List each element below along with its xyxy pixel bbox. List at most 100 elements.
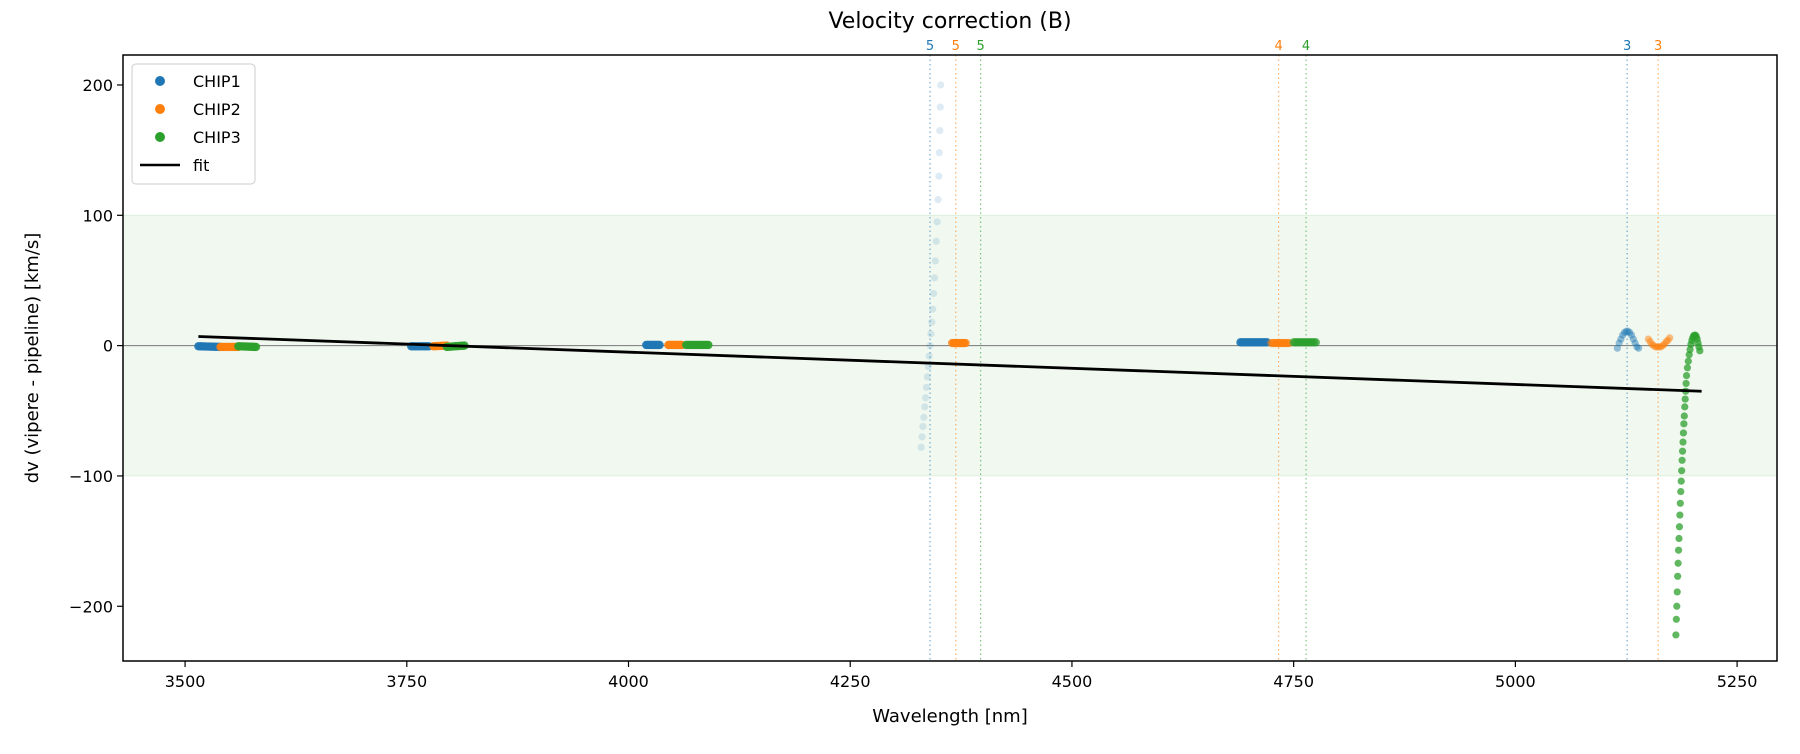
y-tick-label: 0 — [103, 337, 113, 356]
point-chip1 — [920, 413, 928, 421]
point-chip3 — [1674, 559, 1682, 567]
axes-frame — [122, 54, 1778, 662]
legend-label-chip2: CHIP2 — [193, 100, 241, 119]
legend-label-chip3: CHIP3 — [193, 128, 241, 147]
point-chip3 — [1672, 631, 1680, 639]
legend-marker-chip2 — [155, 104, 165, 114]
point-chip3 — [1674, 572, 1682, 580]
plot-area — [123, 55, 1777, 661]
y-tick-label: 100 — [82, 206, 113, 225]
point-chip1 — [1622, 327, 1630, 335]
point-chip3 — [1673, 588, 1681, 596]
point-chip1 — [1613, 344, 1621, 352]
order-label: 3 — [1623, 39, 1631, 54]
point-chip3 — [1681, 395, 1689, 403]
fit-line — [198, 335, 1702, 393]
point-chip1 — [926, 342, 934, 350]
point-chip3 — [1676, 511, 1684, 519]
point-chip3 — [1674, 546, 1683, 554]
point-chip1 — [923, 373, 931, 381]
point-chip3 — [1679, 429, 1688, 437]
x-axis-label: Wavelength [nm] — [872, 706, 1028, 727]
point-chip3 — [1678, 467, 1686, 475]
point-chip3 — [1675, 523, 1684, 531]
point-chip3 — [1681, 403, 1689, 411]
point-chip1 — [922, 383, 931, 391]
order-label: 5 — [926, 39, 934, 54]
legend-label-chip1: CHIP1 — [193, 72, 241, 91]
point-chip2 — [1666, 334, 1674, 342]
order-label: 5 — [952, 39, 960, 54]
point-chip1 — [924, 362, 932, 371]
legend-marker-chip3 — [155, 132, 165, 142]
point-chip1 — [927, 330, 935, 338]
point-chip3 — [1682, 371, 1691, 380]
point-chip1 — [936, 103, 944, 111]
x-tick-label: 5250 — [1717, 672, 1758, 691]
x-tick-label: 4500 — [1052, 672, 1093, 691]
point-chip1 — [935, 149, 943, 157]
point-chip3 — [704, 340, 713, 350]
point-chip1 — [1626, 328, 1634, 337]
point-chip1 — [1615, 339, 1623, 347]
point-chip1 — [1627, 331, 1636, 339]
point-chip3 — [1680, 412, 1688, 420]
y-tick-label: 200 — [82, 76, 113, 95]
point-chip1 — [935, 172, 943, 180]
point-chip1 — [1617, 335, 1625, 343]
x-tick-label: 4750 — [1273, 672, 1314, 691]
point-chip1 — [917, 443, 925, 451]
y-tick-label: −100 — [69, 467, 113, 486]
point-chip1 — [925, 352, 933, 360]
point-chip3 — [1675, 534, 1683, 543]
point-chip1 — [929, 305, 937, 313]
point-chip1 — [919, 422, 927, 431]
point-chip1 — [921, 403, 929, 411]
point-chip3 — [1696, 347, 1704, 355]
point-chip3 — [1673, 602, 1681, 610]
point-chip1 — [929, 289, 938, 298]
point-chip3 — [1677, 487, 1685, 496]
point-chip1 — [1624, 327, 1632, 335]
point-chip3 — [1311, 338, 1321, 347]
point-chip3 — [1678, 447, 1687, 455]
point-chip3 — [251, 342, 261, 352]
point-chip1 — [933, 218, 941, 226]
point-chip3 — [1684, 357, 1692, 365]
point-chip1 — [1620, 328, 1629, 337]
point-chip3 — [1682, 379, 1690, 388]
chart-title: Velocity correction (B) — [828, 9, 1071, 34]
point-chip1 — [934, 196, 942, 204]
axis-ticks: 5 5 5 4 4 3 3 3500 3750 4000 4250 4500 4750 5000 5250 −… — [69, 39, 1757, 691]
legend-label-fit: fit — [193, 156, 209, 175]
point-chip1 — [1631, 339, 1639, 347]
point-chip1 — [655, 340, 664, 350]
order-label: 4 — [1302, 39, 1310, 54]
y-tick-label: −200 — [69, 597, 113, 616]
point-chip1 — [1629, 335, 1637, 343]
point-chip1 — [928, 318, 936, 326]
point-chip1 — [922, 394, 930, 402]
point-chip1 — [936, 126, 944, 135]
x-tick-label: 3750 — [386, 672, 427, 691]
point-chip3 — [1683, 364, 1692, 372]
order-label: 3 — [1654, 39, 1662, 54]
y-axis-label: dv (vipere - pipeline) [km/s] — [22, 233, 43, 484]
point-chip3 — [1677, 477, 1685, 485]
point-chip1 — [1619, 331, 1627, 339]
legend-marker-chip1 — [155, 76, 165, 86]
point-chip3 — [1678, 456, 1686, 464]
order-label: 5 — [976, 39, 984, 54]
point-chip2 — [961, 338, 970, 348]
point-chip3 — [1680, 420, 1688, 428]
order-label: 4 — [1274, 39, 1282, 54]
point-chip1 — [930, 274, 939, 282]
x-tick-label: 4250 — [830, 672, 871, 691]
x-tick-label: 5000 — [1495, 672, 1536, 691]
plot-content — [123, 55, 1777, 661]
point-chip1 — [937, 81, 945, 89]
point-chip3 — [1679, 438, 1687, 446]
point-chip1 — [931, 257, 939, 265]
legend: CHIP1 CHIP2 CHIP3 fit — [131, 63, 256, 185]
